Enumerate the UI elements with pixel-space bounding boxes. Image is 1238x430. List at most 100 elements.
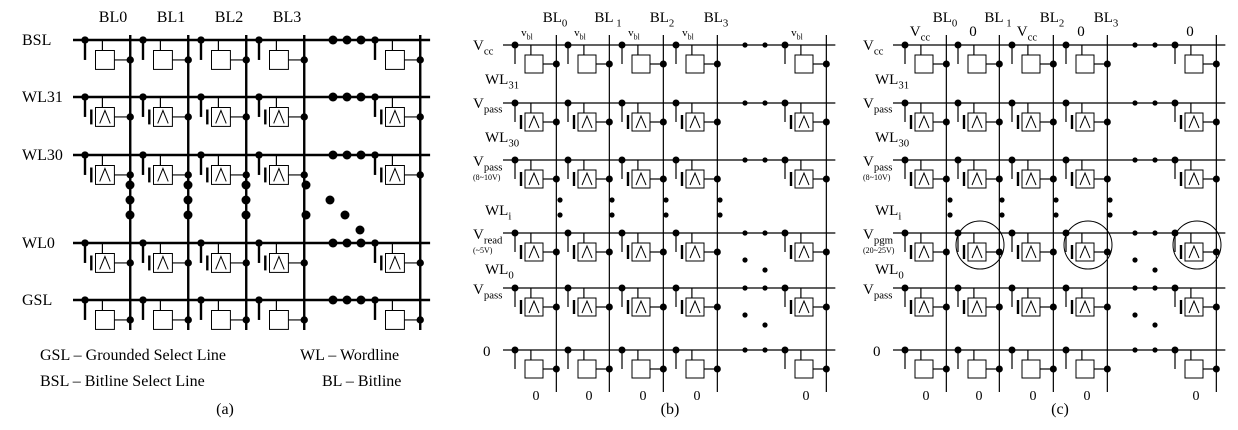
bitline-voltage-sub: cc bbox=[921, 32, 931, 44]
node-dot bbox=[1152, 157, 1157, 162]
bitline-voltage: vbl bbox=[682, 27, 694, 41]
voltage-note: (20~25V) bbox=[863, 246, 895, 255]
node-dot bbox=[943, 119, 950, 126]
node-dot bbox=[1132, 347, 1137, 352]
node-dot bbox=[184, 181, 193, 190]
transistor bbox=[915, 55, 933, 73]
node-dot bbox=[417, 56, 424, 63]
node-dot bbox=[1132, 100, 1137, 105]
bottom-voltage: 0 bbox=[586, 389, 593, 404]
node-dot bbox=[606, 304, 613, 311]
bitline-label-base: BL bbox=[984, 10, 1003, 26]
wordline-label-base: WL bbox=[875, 203, 898, 219]
bitline-voltage-sub: bl bbox=[797, 32, 804, 41]
bottom-voltage: 0 bbox=[1030, 389, 1037, 404]
row-voltage: Vpass bbox=[863, 154, 892, 174]
node-dot bbox=[126, 196, 135, 205]
caption: (b) bbox=[661, 401, 680, 418]
node-dot bbox=[762, 267, 767, 272]
node-dot bbox=[1132, 257, 1137, 262]
wordline-label-base: WL bbox=[875, 262, 898, 278]
node-dot bbox=[1050, 366, 1057, 373]
node-dot bbox=[184, 196, 193, 205]
row-voltage-base: V bbox=[863, 38, 874, 54]
node-dot bbox=[243, 171, 250, 178]
bitline-label: BL 1 bbox=[594, 10, 621, 30]
node-dot bbox=[1050, 304, 1057, 311]
transistor bbox=[632, 55, 650, 73]
legend-text: GSL – Grounded Select Line bbox=[40, 347, 226, 364]
row-label: WL31 bbox=[22, 89, 63, 106]
transistor bbox=[386, 51, 405, 70]
bottom-voltage: 0 bbox=[1084, 389, 1091, 404]
node-dot bbox=[1107, 212, 1112, 217]
transistor bbox=[578, 55, 596, 73]
row-voltage-base: V bbox=[863, 282, 874, 298]
column-label: BL2 bbox=[215, 9, 243, 26]
node-dot bbox=[357, 151, 366, 160]
bitline-label-sub: 2 bbox=[1059, 18, 1064, 30]
wordline-label-base: WL bbox=[485, 72, 508, 88]
transistor bbox=[525, 55, 543, 73]
node-dot bbox=[762, 322, 767, 327]
node-dot bbox=[127, 259, 134, 266]
node-dot bbox=[606, 366, 613, 373]
node-dot bbox=[343, 151, 352, 160]
bitline-label: BL2 bbox=[1040, 10, 1065, 30]
node-dot bbox=[609, 212, 614, 217]
bitline-voltage: vbl bbox=[628, 27, 640, 41]
bitline-label: BL3 bbox=[704, 10, 729, 30]
row-voltage-base: V bbox=[863, 96, 874, 112]
node-dot bbox=[660, 304, 667, 311]
node-dot bbox=[329, 151, 338, 160]
transistor bbox=[1185, 55, 1203, 73]
bitline-label: BL3 bbox=[1094, 10, 1119, 30]
node-dot bbox=[606, 176, 613, 183]
node-dot bbox=[1132, 230, 1137, 235]
node-dot bbox=[1104, 176, 1111, 183]
node-dot bbox=[742, 42, 747, 47]
transistor bbox=[154, 311, 173, 330]
node-dot bbox=[1104, 366, 1111, 373]
wordline-label-sub: 0 bbox=[508, 270, 513, 282]
bitline-voltage-sub: bl bbox=[580, 32, 587, 41]
voltage-note: (8~10V) bbox=[863, 173, 891, 182]
bitline-voltage: 0 bbox=[969, 24, 977, 40]
node-dot bbox=[553, 366, 560, 373]
node-dot bbox=[185, 113, 192, 120]
node-dot bbox=[557, 197, 562, 202]
column-label: BL1 bbox=[157, 9, 185, 26]
caption: (a) bbox=[216, 401, 234, 418]
node-dot bbox=[996, 61, 1003, 68]
node-dot bbox=[329, 296, 338, 305]
node-dot bbox=[417, 259, 424, 266]
node-dot bbox=[762, 157, 767, 162]
column-label: BL0 bbox=[99, 9, 127, 26]
node-dot bbox=[343, 296, 352, 305]
row-voltage-sub: pass bbox=[484, 104, 503, 116]
node-dot bbox=[127, 56, 134, 63]
node-dot bbox=[343, 36, 352, 45]
row-voltage-base: V bbox=[863, 154, 874, 170]
row-voltage-sub: pass bbox=[874, 104, 893, 116]
node-dot bbox=[329, 239, 338, 248]
bitline-voltage: vbl bbox=[574, 27, 586, 41]
node-dot bbox=[714, 119, 721, 126]
wordline-label-base: WL bbox=[485, 130, 508, 146]
wordline-label: WL30 bbox=[875, 130, 909, 150]
node-dot bbox=[185, 171, 192, 178]
node-dot bbox=[301, 56, 308, 63]
bitline-voltage: vbl bbox=[791, 27, 803, 41]
row-label: BSL bbox=[22, 32, 51, 49]
node-dot bbox=[742, 347, 747, 352]
transistor bbox=[968, 55, 986, 73]
node-dot bbox=[126, 181, 135, 190]
node-dot bbox=[823, 249, 830, 256]
node-dot bbox=[343, 239, 352, 248]
node-dot bbox=[1132, 285, 1137, 290]
transistor bbox=[525, 360, 543, 378]
transistor bbox=[212, 51, 231, 70]
node-dot bbox=[1213, 176, 1220, 183]
transistor bbox=[915, 360, 933, 378]
row-voltage-sub: cc bbox=[874, 46, 884, 58]
